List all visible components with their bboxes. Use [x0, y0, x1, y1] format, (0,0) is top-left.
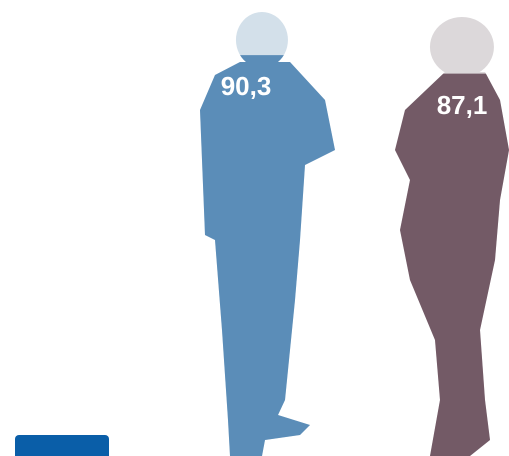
value-label: 90,3	[221, 71, 272, 101]
figure-fill	[200, 55, 335, 456]
figure-fill	[395, 73, 509, 456]
button[interactable]	[15, 435, 109, 456]
value-label: 87,1	[437, 90, 488, 120]
